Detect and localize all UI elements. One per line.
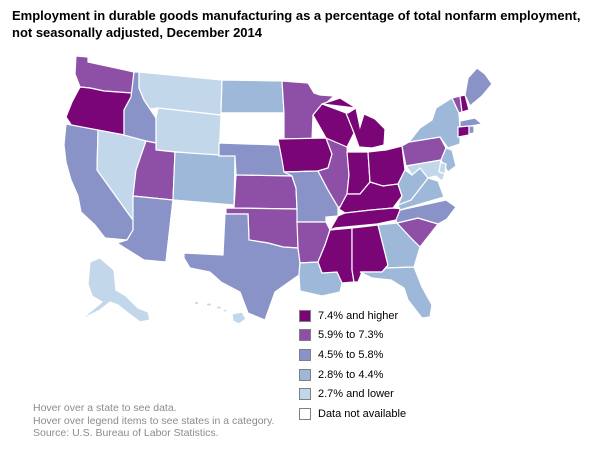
legend-item-2-8-to-4-4[interactable]: 2.8% to 4.4%	[299, 365, 406, 385]
state-west-virginia[interactable]	[396, 167, 429, 207]
legend-label: 4.5% to 5.8%	[318, 348, 384, 361]
legend-swatch	[299, 309, 311, 322]
hover-note-states: Hover over a state to see data.	[33, 402, 177, 414]
state-connecticut[interactable]	[457, 125, 470, 138]
legend-label: 5.9% to 7.3%	[318, 329, 384, 342]
legend-swatch	[299, 368, 311, 381]
state-wyoming[interactable]	[155, 107, 222, 157]
legend-item-data-not-available[interactable]: Data not available	[299, 404, 406, 424]
legend-item-5-9-to-7-3[interactable]: 5.9% to 7.3%	[299, 326, 406, 346]
map-title-line-2: not seasonally adjusted, December 2014	[12, 25, 262, 40]
state-new-hampshire[interactable]	[459, 94, 470, 113]
state-north-carolina[interactable]	[395, 199, 457, 225]
state-maryland[interactable]	[404, 159, 446, 182]
map-title-line-1: Employment in durable goods manufacturin…	[12, 8, 581, 23]
state-texas[interactable]	[183, 213, 301, 321]
state-hawaii[interactable]	[193, 300, 247, 325]
legend-swatch	[299, 348, 311, 361]
state-maine[interactable]	[464, 67, 493, 107]
legend-label: Data not available	[318, 407, 407, 420]
state-rhode-island[interactable]	[468, 125, 475, 135]
state-michigan[interactable]	[321, 97, 386, 149]
map-legend: 7.4% and higher 5.9% to 7.3% 4.5% to 5.8…	[299, 306, 406, 424]
state-south-dakota[interactable]	[220, 112, 285, 148]
legend-label: 2.8% to 4.4%	[318, 368, 384, 381]
map-notes: Hover over a state to see data. Hover ov…	[33, 402, 274, 440]
state-montana[interactable]	[138, 71, 223, 116]
state-kansas[interactable]	[233, 174, 298, 210]
map-title: Employment in durable goods manufacturin…	[12, 7, 592, 41]
legend-item-7-4-and-higher[interactable]: 7.4% and higher	[299, 306, 406, 326]
legend-item-2-7-and-lower[interactable]: 2.7% and lower	[299, 384, 406, 404]
hover-note-legend: Hover over legend items to see states in…	[33, 414, 275, 427]
state-colorado[interactable]	[172, 151, 236, 206]
legend-label: 2.7% and lower	[318, 388, 394, 401]
source-note: Source: U.S. Bureau of Labor Statistics.	[33, 427, 219, 439]
state-florida[interactable]	[359, 266, 433, 319]
legend-label: 7.4% and higher	[318, 309, 399, 322]
state-new-mexico[interactable]	[165, 199, 226, 263]
legend-item-4-5-to-5-8[interactable]: 4.5% to 5.8%	[299, 345, 406, 365]
state-massachusetts[interactable]	[459, 117, 484, 128]
legend-swatch	[299, 329, 311, 342]
legend-swatch	[299, 388, 311, 401]
state-north-dakota[interactable]	[220, 79, 285, 114]
state-iowa[interactable]	[277, 137, 333, 173]
legend-swatch	[299, 407, 311, 420]
state-alaska[interactable]	[77, 257, 151, 323]
